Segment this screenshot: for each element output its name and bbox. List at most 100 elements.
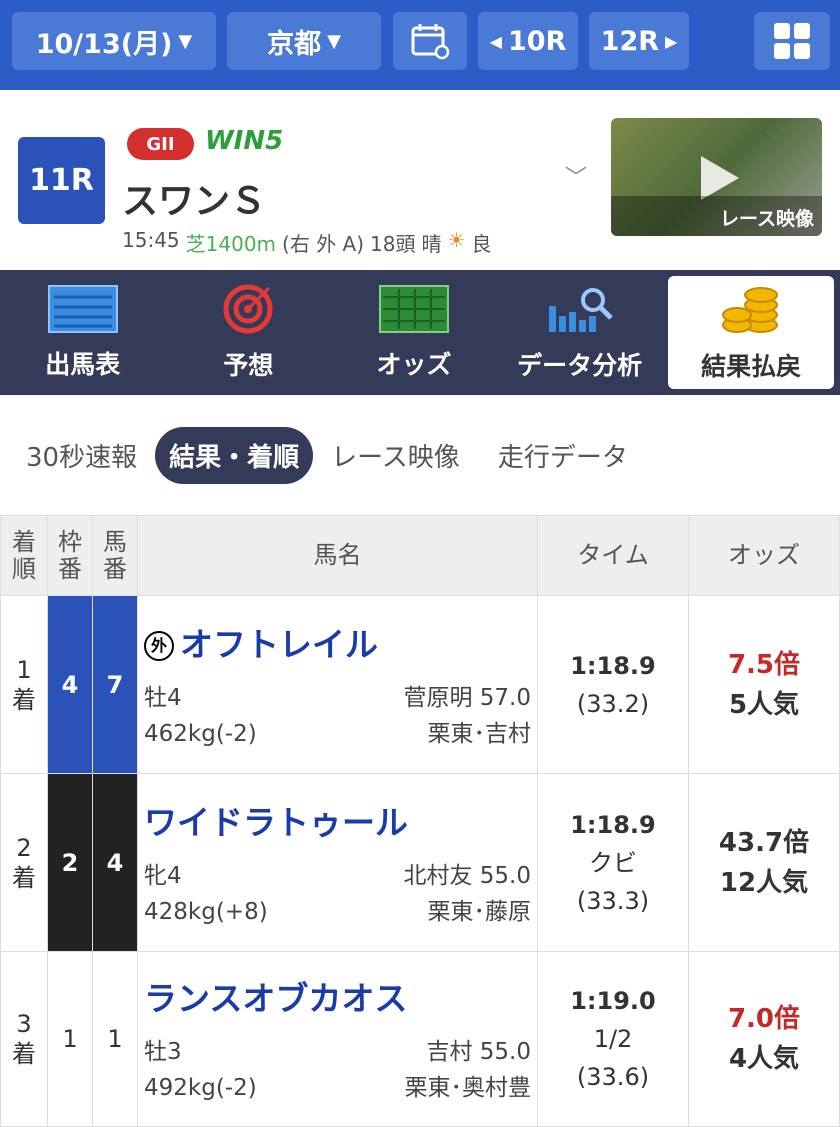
frame-cell: 2: [47, 773, 93, 952]
sex-age: 牡3: [144, 1039, 182, 1065]
main-nav: 出馬表 予想 オッズ データ分析 結果払戻: [0, 270, 840, 395]
frame-number: 1: [62, 1025, 78, 1053]
header-rank: 着順: [0, 515, 48, 596]
odds-cell: 43.7倍 12人気: [688, 773, 840, 952]
next-race-label: 12R: [600, 25, 660, 57]
nav-label: オッズ: [376, 349, 452, 379]
race-time: 15:45: [122, 228, 180, 252]
trainer[interactable]: 栗東･奥村豊: [404, 1075, 532, 1101]
date-label: 10/13(月): [35, 28, 173, 60]
tab-running-data[interactable]: 走行データ: [497, 442, 628, 473]
nav-odds[interactable]: オッズ: [331, 270, 497, 395]
horse-cell: ランスオブカオス 牡3 吉村 55.0 492kg(-2) 栗東･奥村豊: [137, 951, 538, 1127]
table-header: 着順 枠番 馬番 馬名 タイム オッズ: [0, 515, 840, 596]
sub-tabs: 30秒速報 結果・着順 レース映像 走行データ: [0, 425, 840, 485]
horse-number: 7: [106, 670, 124, 699]
course-detail: (右 外 A): [282, 232, 365, 256]
horse-number-cell: 7: [92, 595, 138, 774]
odds-cell: 7.0倍 4人気: [688, 951, 840, 1127]
horse-number: 1: [107, 1025, 123, 1053]
odds-cell: 7.5倍 5人気: [688, 595, 840, 774]
tab-results[interactable]: 結果・着順: [155, 426, 314, 484]
jockey-weight[interactable]: 吉村 55.0: [426, 1039, 531, 1065]
body-weight: 492kg(-2): [144, 1075, 257, 1101]
menu-button[interactable]: [754, 12, 830, 70]
grade-badge: GII: [127, 128, 194, 160]
rank-suffix: 着: [12, 863, 36, 892]
jockey-weight[interactable]: 菅原明 57.0: [403, 684, 531, 711]
finish-time: 1:18.9: [570, 810, 656, 839]
date-select[interactable]: 10/13(月) ▼: [12, 12, 216, 70]
last-3f: (33.2): [576, 689, 650, 718]
horse-name-link[interactable]: 外オフトレイル: [144, 618, 531, 666]
prev-race-button[interactable]: ◀ 10R: [478, 12, 578, 70]
body-weight: 462kg(-2): [144, 720, 257, 747]
nav-entries[interactable]: 出馬表: [0, 270, 166, 395]
horse-number: 4: [106, 848, 124, 877]
next-race-button[interactable]: 12R ▶: [589, 12, 689, 70]
play-icon: [701, 156, 739, 200]
horse-cell: 外オフトレイル 牡4 菅原明 57.0 462kg(-2) 栗東･吉村: [137, 595, 538, 774]
odds: 43.7倍: [718, 827, 810, 858]
header-odds: オッズ: [688, 515, 840, 596]
calendar-icon: [411, 24, 450, 60]
rank: 3: [16, 1010, 32, 1038]
rank-suffix: 着: [12, 685, 36, 714]
header-frame: 枠番: [47, 515, 93, 596]
horse-cell: ワイドラトゥール 牝4 北村友 55.0 428kg(+8) 栗東･藤原: [137, 773, 538, 952]
nav-label: 出馬表: [45, 349, 121, 379]
sex-age: 牡4: [144, 684, 182, 711]
last-3f: (33.3): [576, 886, 650, 915]
nav-data-analysis[interactable]: データ分析: [497, 270, 663, 395]
venue-label: 京都: [267, 28, 322, 60]
video-label: レース映像: [611, 196, 822, 236]
odds: 7.5倍: [727, 649, 801, 680]
margin: 1/2: [593, 1025, 633, 1053]
rank: 2: [16, 833, 32, 862]
last-3f: (33.6): [576, 1063, 650, 1091]
tab-race-video[interactable]: レース映像: [331, 442, 460, 473]
finish-time: 1:19.0: [570, 987, 656, 1015]
runners: 18頭: [370, 232, 416, 256]
trainer[interactable]: 栗東･吉村: [427, 720, 532, 747]
caret-down-icon: ▼: [327, 30, 341, 52]
grid-icon: [774, 23, 810, 59]
going: 良: [471, 232, 492, 256]
sun-icon: ☀: [447, 228, 466, 252]
horse-number-cell: 4: [92, 773, 138, 952]
venue-select[interactable]: 京都 ▼: [227, 12, 381, 70]
header-horse-name: 馬名: [137, 515, 538, 596]
race-header: 11R GII WIN5 スワンＳ 15:45 芝1400m (右 外 A) 1…: [0, 90, 840, 270]
nav-label: 結果払戻: [701, 351, 802, 381]
caret-left-icon: ◀: [489, 31, 502, 51]
popularity: 5人気: [728, 689, 800, 720]
horse-name-link[interactable]: ワイドラトゥール: [144, 796, 531, 844]
body-weight: 428kg(+8): [144, 898, 268, 925]
popularity: 4人気: [728, 1044, 800, 1074]
horse-name-link[interactable]: ランスオブカオス: [144, 972, 531, 1020]
time-cell: 1:18.9 (33.2): [537, 595, 689, 774]
race-video-thumbnail[interactable]: レース映像: [611, 118, 822, 236]
trainer[interactable]: 栗東･藤原: [427, 898, 532, 925]
frame-number: 4: [61, 670, 79, 699]
entries-table-icon: [47, 284, 118, 333]
nav-prediction[interactable]: 予想: [166, 270, 332, 395]
calendar-button[interactable]: [393, 12, 467, 70]
rank-suffix: 着: [12, 1040, 36, 1068]
tab-flash-report[interactable]: 30秒速報: [26, 442, 138, 473]
nav-results-payout[interactable]: 結果払戻: [668, 276, 834, 389]
frame-cell: 4: [47, 595, 93, 774]
coins-icon: [722, 286, 779, 333]
chevron-down-icon[interactable]: ﹀: [565, 166, 588, 191]
sex-age: 牝4: [144, 862, 182, 889]
frame-cell: 1: [47, 951, 93, 1127]
weather: 晴: [421, 232, 442, 256]
win5-logo: WIN5: [205, 126, 284, 156]
odds: 7.0倍: [727, 1004, 801, 1034]
jockey-weight[interactable]: 北村友 55.0: [403, 862, 531, 889]
